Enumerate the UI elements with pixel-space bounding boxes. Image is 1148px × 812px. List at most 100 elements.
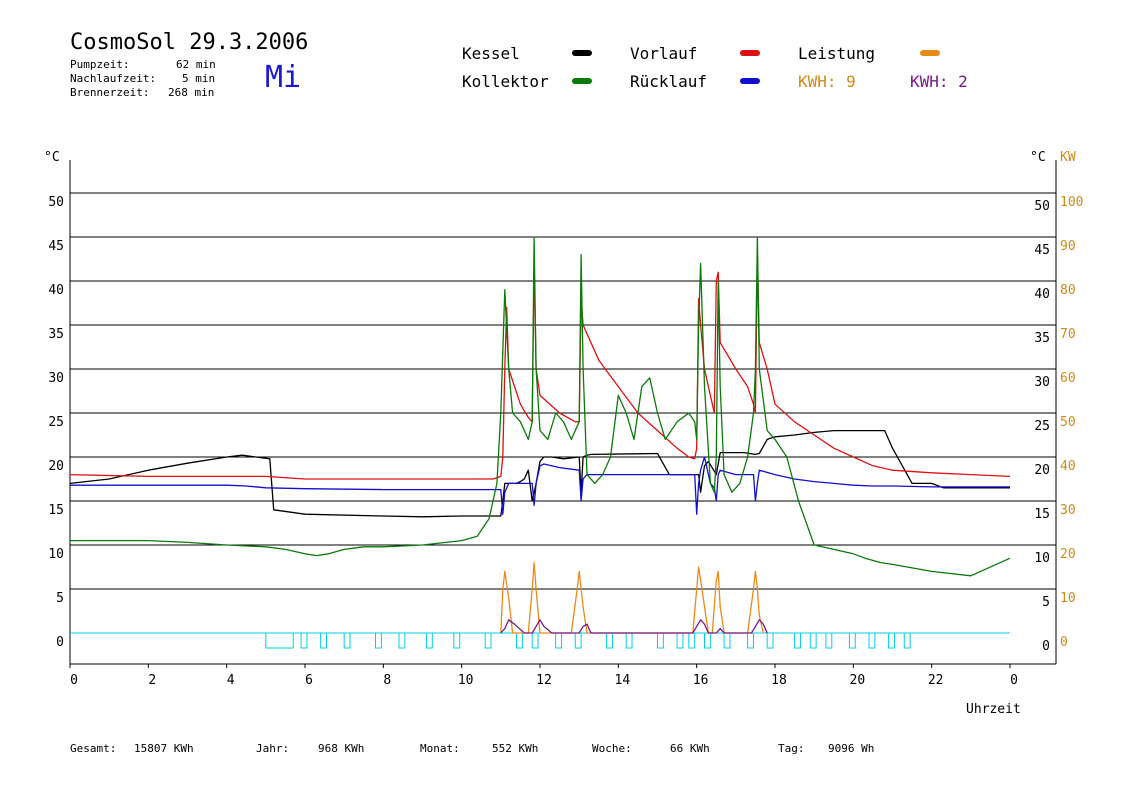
y2-tick: 100 [1060,195,1083,210]
y-tick-right: 30 [1034,375,1050,390]
y-tick-left: 20 [48,459,64,474]
footer-jahr-label: Jahr: [256,742,290,755]
pump-block [848,632,856,649]
y-tick-right: 10 [1034,551,1050,566]
y2-tick: 30 [1060,503,1076,518]
kw-axis-unit: KW [1060,150,1076,165]
y2-tick: 20 [1060,547,1076,562]
pump-block [704,632,711,649]
legend-kwh2: KWH: 2 [910,72,968,91]
legend-kollektor-swatch [572,78,592,84]
y2-tick: 10 [1060,591,1076,606]
brenner-label: Brennerzeit: [70,86,150,99]
vorlauf-line [69,253,1011,480]
x-tick-label: 0 [1010,673,1018,688]
y-tick-left: 40 [48,283,64,298]
y-tick-right: 20 [1034,463,1050,478]
pump-block [676,632,684,649]
y-tick-left: 45 [48,239,64,254]
x-tick-label: 2 [148,673,156,688]
pump-block [688,632,696,649]
x-tick-label: 22 [928,673,944,688]
pump-block [606,632,613,649]
brenner-value: 268 min [168,86,215,99]
nachlauf-value: 5 min [182,72,216,85]
x-tick-label: 12 [536,673,552,688]
pump-block [809,632,817,649]
y-tick-left: 0 [56,635,64,650]
y-tick-right: 0 [1042,639,1050,654]
pump-block [516,632,523,649]
pump-block [375,632,382,649]
footer-monat: 552 KWh [492,742,539,755]
y-tick-right: 50 [1034,199,1050,214]
pump-block [320,632,328,649]
pump-block [747,632,754,649]
y2-tick: 80 [1060,283,1076,298]
legend-kwh1: KWH: 9 [798,72,856,91]
y-tick-right: 15 [1034,507,1050,522]
footer-woche-label: Woche: [592,742,632,755]
pump-block [425,632,433,649]
weekday-label: Mi [265,60,302,95]
leistung-line [500,561,764,634]
kwh2-line [500,619,768,634]
pump-block [657,632,664,649]
pump-block [531,632,539,649]
footer-tag-label: Tag: [778,742,805,755]
x-tick-label: 4 [227,673,235,688]
legend-kollektor: Kollektor [462,72,549,91]
pump-block [723,632,731,649]
pump-block [868,632,876,649]
kessel-line [69,429,1010,518]
pump-block [625,632,633,649]
pump-block [825,632,833,649]
legend-leistung-swatch [920,50,940,56]
pump-block [903,632,911,649]
x-tick-label: 0 [70,673,78,688]
footer-gesamt-label: Gesamt: [70,742,117,755]
y-tick-right: 25 [1034,419,1050,434]
pump-block [555,632,563,649]
legend-kessel: Kessel [462,44,520,63]
pump-block [343,632,351,649]
legend-ruecklauf-swatch [740,78,760,84]
y2-tick: 60 [1060,371,1076,386]
pumpzeit-label: Pumpzeit: [70,58,130,71]
x-tick-label: 6 [305,673,313,688]
y-tick-left: 50 [48,195,64,210]
y-tick-left: 5 [56,591,64,606]
y-tick-right: 45 [1034,243,1050,258]
legend-vorlauf-swatch [740,50,760,56]
footer-woche: 66 KWh [670,742,710,755]
y2-tick: 90 [1060,239,1076,254]
x-tick-label: 16 [693,673,709,688]
x-tick-label: 10 [458,673,474,688]
pump-block [766,632,774,649]
x-tick-label: 14 [615,673,631,688]
y-tick-left: 30 [48,371,64,386]
pump-block [574,632,582,649]
x-tick-label: 20 [850,673,866,688]
y-tick-right: 5 [1042,595,1050,610]
pump-block [265,632,294,649]
chart-title: CosmoSol 29.3.2006 [70,30,309,55]
ruecklauf-line [70,456,1010,515]
pump-block [398,632,406,649]
y-tick-left: 35 [48,327,64,342]
y2-tick: 40 [1060,459,1076,474]
y-tick-left: 25 [48,415,64,430]
footer-gesamt: 15807 KWh [134,742,194,755]
pump-block [794,632,801,649]
footer-tag: 9096 Wh [828,742,875,755]
left-axis-unit: °C [44,150,60,165]
legend-ruecklauf: Rücklauf [630,72,708,91]
nachlauf-label: Nachlaufzeit: [70,72,157,85]
pump-block [453,632,461,649]
pump-block [300,632,308,649]
pump-block [484,632,492,649]
pump-block [888,632,895,649]
y-tick-left: 10 [48,547,64,562]
pumpzeit-value: 62 min [176,58,216,71]
